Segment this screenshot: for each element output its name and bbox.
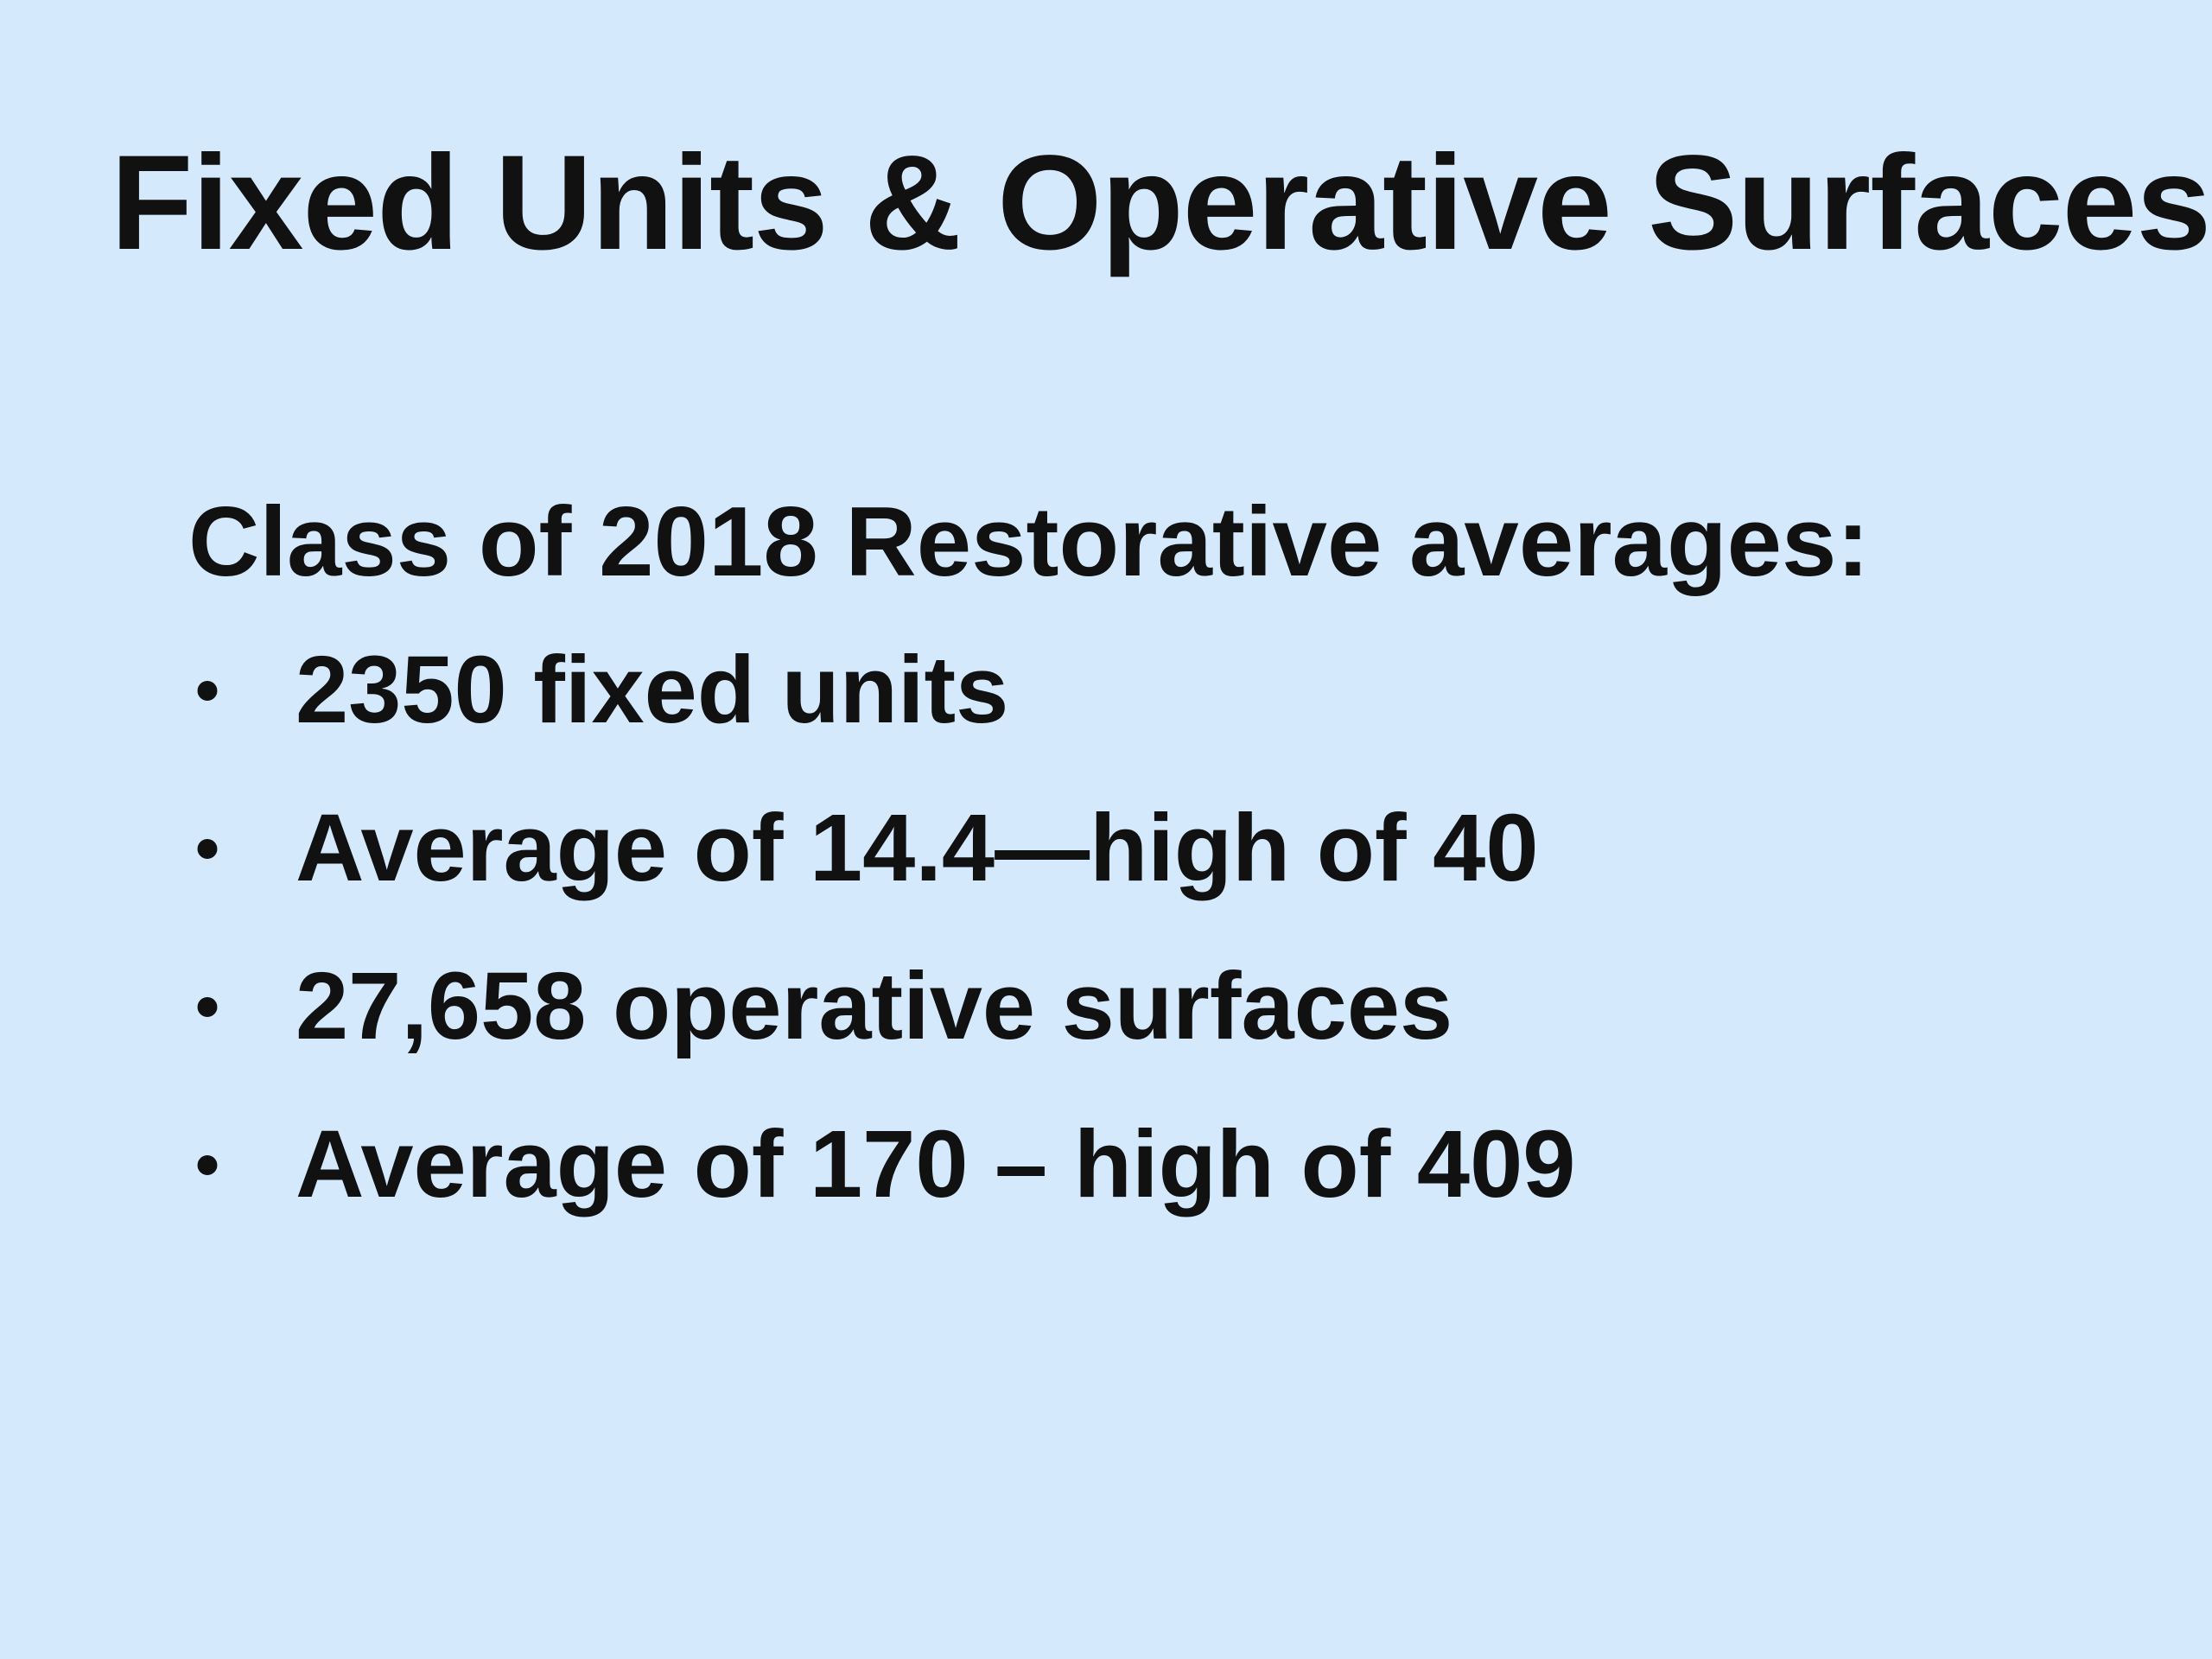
bullet-icon: • bbox=[195, 967, 220, 1045]
slide-subtitle: Class of 2018 Restorative averages: bbox=[188, 487, 1870, 597]
bullet-text: 2350 fixed units bbox=[296, 636, 1009, 743]
bullet-text: Average of 14.4—high of 40 bbox=[296, 794, 1539, 901]
bullet-list: • 2350 fixed units • Average of 14.4—hig… bbox=[188, 633, 2101, 1266]
bullet-icon: • bbox=[195, 651, 220, 728]
bullet-item: • Average of 14.4—high of 40 bbox=[188, 791, 2101, 950]
slide-title: Fixed Units & Operative Surfaces bbox=[111, 128, 2211, 278]
bullet-item: • 27,658 operative surfaces bbox=[188, 950, 2101, 1108]
bullet-icon: • bbox=[195, 1125, 220, 1203]
bullet-item: • 2350 fixed units bbox=[188, 633, 2101, 791]
slide-body: Class of 2018 Restorative averages: • 23… bbox=[188, 484, 2101, 1266]
bullet-text: Average of 170 – high of 409 bbox=[296, 1110, 1576, 1217]
bullet-item: • Average of 170 – high of 409 bbox=[188, 1108, 2101, 1266]
bullet-icon: • bbox=[195, 809, 220, 887]
bullet-text: 27,658 operative surfaces bbox=[296, 952, 1453, 1059]
